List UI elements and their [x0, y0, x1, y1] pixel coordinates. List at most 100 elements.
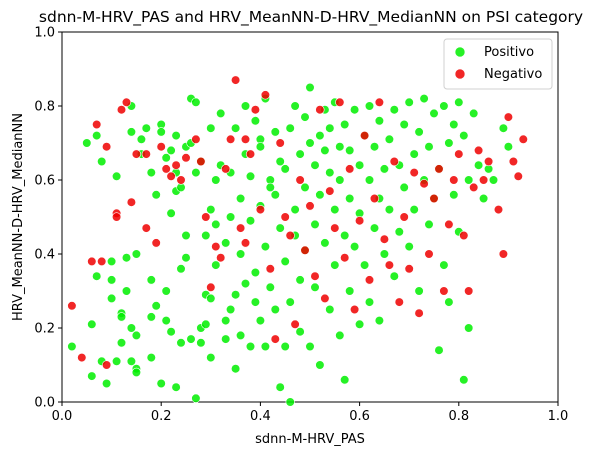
point-positivo — [439, 101, 449, 111]
point-negativo — [141, 149, 151, 159]
point-positivo — [106, 293, 117, 304]
point-negativo — [206, 282, 216, 292]
point-positivo — [236, 249, 246, 259]
point-positivo — [245, 341, 256, 352]
y-tick-label: 0.6 — [34, 174, 55, 189]
point-positivo — [211, 175, 221, 185]
point-positivo — [345, 145, 355, 155]
point-negativo — [92, 119, 102, 130]
point-positivo — [275, 156, 285, 167]
point-negativo — [77, 353, 87, 363]
point-positivo — [82, 138, 92, 148]
point-negativo — [295, 175, 305, 185]
point-positivo — [201, 319, 211, 329]
point-negativo — [518, 134, 528, 144]
legend: Positivo Negativo — [443, 38, 553, 90]
point-positivo — [191, 97, 201, 107]
legend-marker-positivo — [454, 46, 466, 58]
point-positivo — [345, 193, 355, 204]
y-tick-label: 0.2 — [34, 322, 55, 337]
point-positivo — [305, 341, 315, 352]
point-positivo — [389, 271, 399, 281]
point-positivo — [216, 108, 226, 118]
point-positivo — [315, 131, 325, 141]
point-positivo — [325, 168, 335, 178]
point-positivo — [161, 286, 171, 296]
point-positivo — [335, 175, 345, 185]
point-positivo — [335, 330, 345, 341]
point-positivo — [295, 149, 305, 159]
point-positivo — [126, 127, 136, 137]
point-negativo — [275, 138, 285, 148]
point-positivo — [226, 304, 236, 315]
point-positivo — [106, 275, 117, 285]
point-positivo — [474, 160, 484, 170]
point-positivo — [310, 160, 320, 170]
point-positivo — [364, 101, 375, 111]
point-positivo — [245, 216, 256, 226]
point-negativo — [285, 230, 295, 241]
point-positivo — [226, 212, 236, 222]
point-negativo — [101, 360, 112, 370]
point-negativo — [116, 105, 127, 115]
point-positivo — [92, 131, 102, 141]
point-positivo — [171, 131, 181, 141]
point-positivo — [161, 316, 171, 326]
point-positivo — [186, 334, 196, 344]
point-negativo — [67, 301, 77, 311]
point-positivo — [206, 123, 216, 133]
point-negativo — [161, 164, 171, 174]
point-positivo — [280, 164, 290, 174]
point-negativo — [394, 297, 404, 307]
point-negativo — [101, 142, 112, 152]
point-positivo — [345, 286, 355, 296]
point-positivo — [250, 297, 260, 307]
point-positivo — [305, 82, 315, 93]
point-positivo — [121, 253, 132, 263]
point-positivo — [320, 238, 330, 248]
point-negativo — [325, 186, 335, 196]
point-negativo — [449, 175, 459, 185]
point-negativo — [409, 168, 419, 178]
point-negativo — [270, 334, 280, 344]
point-negativo — [226, 134, 236, 144]
point-positivo — [176, 338, 186, 348]
point-positivo — [206, 205, 216, 215]
point-positivo — [166, 327, 176, 337]
point-negativo — [464, 286, 474, 296]
point-negativo — [87, 256, 97, 267]
point-positivo — [315, 190, 325, 200]
point-positivo — [240, 101, 251, 111]
point-positivo — [369, 223, 380, 233]
x-axis-ticks: 0.0 0.2 0.4 0.6 0.8 1.0 — [52, 402, 568, 424]
point-positivo — [335, 142, 345, 152]
point-negativo — [280, 212, 290, 222]
point-negativo — [126, 197, 136, 207]
point-negativo — [181, 153, 191, 163]
point-negativo — [240, 238, 251, 248]
data-points — [67, 75, 528, 407]
legend-label-positivo: Positivo — [484, 45, 534, 60]
point-negativo — [171, 160, 181, 170]
point-negativo — [399, 212, 409, 222]
legend-marker-negativo — [454, 68, 466, 80]
point-positivo — [255, 316, 266, 326]
point-negativo — [384, 260, 395, 270]
point-positivo — [126, 356, 136, 366]
point-negativo — [503, 112, 514, 122]
point-negativo — [305, 201, 315, 211]
point-positivo — [181, 230, 191, 241]
point-positivo — [389, 105, 399, 115]
point-positivo — [101, 378, 112, 389]
y-tick-label: 1.0 — [34, 26, 55, 41]
point-positivo — [116, 338, 127, 348]
point-positivo — [384, 205, 395, 215]
point-negativo — [231, 75, 241, 85]
point-positivo — [285, 397, 295, 407]
point-negativo — [434, 164, 444, 174]
point-positivo — [176, 264, 186, 274]
point-negativo — [404, 264, 414, 274]
point-positivo — [404, 97, 414, 107]
point-positivo — [369, 142, 380, 152]
